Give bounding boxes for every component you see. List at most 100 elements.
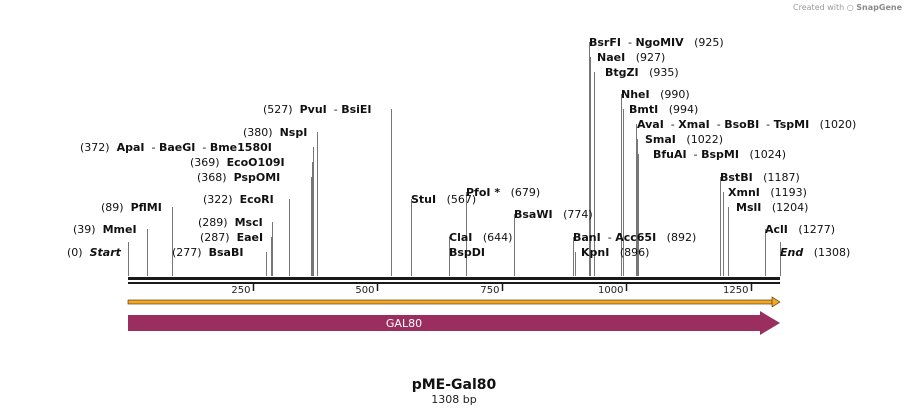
backbone-bottom-strand <box>128 282 780 284</box>
site-label: BsaWI (774) <box>514 208 593 221</box>
axis-tick-label: 750 <box>480 285 499 296</box>
site-label: BmtI (994) <box>629 103 698 116</box>
site-position: (322) <box>203 193 233 206</box>
site-labels: (0) Start(39) MmeI(89) PflMI(277) BsaBI(… <box>67 36 856 259</box>
site-enzyme-name: PspOMI <box>234 171 281 184</box>
site-label: NaeI (927) <box>597 51 665 64</box>
site-enzyme-name: NaeI <box>597 51 625 64</box>
site-enzyme-name: MscI <box>235 216 263 229</box>
site-enzyme-name: NgoMIV <box>635 36 684 49</box>
site-position: (774) <box>563 208 593 221</box>
site-label: PfoI * (679) <box>466 186 540 199</box>
feature-arrow[interactable] <box>128 311 780 335</box>
site-position: (1187) <box>763 171 800 184</box>
site-position: (527) <box>263 103 293 116</box>
site-label: BanI - Acc65I (892) <box>573 231 696 244</box>
site-label: BstBI (1187) <box>720 171 800 184</box>
orf-bar <box>127 299 775 305</box>
site-enzyme-name: PfoI * <box>466 186 500 199</box>
dna-backbone <box>128 277 780 284</box>
site-enzyme-name: EcoRI <box>240 193 274 206</box>
site-position: (1024) <box>749 148 786 161</box>
axis-tick-label: 1000 <box>598 285 623 296</box>
axis-tick-label: 250 <box>231 285 250 296</box>
site-label: (322) EcoRI <box>203 193 274 206</box>
snapgene-logo-icon: ○ <box>846 3 854 12</box>
site-label: AclI (1277) <box>765 223 835 236</box>
site-enzyme-name: NspI <box>280 126 308 139</box>
site-position: (927) <box>636 51 666 64</box>
site-label: (527) PvuI - BsiEI <box>263 103 372 116</box>
site-enzyme-name: XmaI <box>678 118 709 131</box>
site-enzyme-name: End <box>780 246 803 259</box>
site-enzyme-name: ClaI <box>449 231 472 244</box>
site-lines <box>128 42 781 276</box>
site-position: (1277) <box>798 223 835 236</box>
site-position: (1204) <box>772 201 809 214</box>
site-position: (896) <box>620 246 650 259</box>
site-enzyme-name: BsaBI <box>209 246 244 259</box>
site-position: (372) <box>80 141 110 154</box>
site-position: (990) <box>660 88 690 101</box>
site-position: (1193) <box>770 186 807 199</box>
site-position: (380) <box>243 126 273 139</box>
feature-label: GAL80 <box>386 317 422 330</box>
site-label: BsrFI - NgoMIV (925) <box>589 36 724 49</box>
site-label: ClaI (644) <box>449 231 512 244</box>
site-label: NheI (990) <box>621 88 690 101</box>
site-enzyme-name: BaeGI <box>159 141 195 154</box>
site-enzyme-name: StuI <box>411 193 436 206</box>
snapgene-credit: Created with ○ SnapGene <box>793 3 902 12</box>
credit-brand: SnapGene <box>856 3 902 12</box>
site-label: MslI (1204) <box>736 201 808 214</box>
site-enzyme-name: XmnI <box>728 186 760 199</box>
site-label: XmnI (1193) <box>728 186 807 199</box>
orf-arrowhead <box>771 296 781 308</box>
site-enzyme-name: PflMI <box>131 201 162 214</box>
site-enzyme-name: ApaI <box>117 141 145 154</box>
site-enzyme-name: BsoBI <box>724 118 759 131</box>
plasmid-name: pME-Gal80 <box>412 377 497 393</box>
site-enzyme-name: BsaWI <box>514 208 553 221</box>
site-enzyme-name: SmaI <box>645 133 676 146</box>
site-position: (1022) <box>686 133 723 146</box>
site-label: (89) PflMI <box>101 201 162 214</box>
axis-ticks: 250 500 750 1000 1250 <box>231 284 753 296</box>
site-enzyme-name: BsrFI <box>589 36 621 49</box>
site-enzyme-name: BstBI <box>720 171 753 184</box>
site-enzyme-name: BspMI <box>701 148 739 161</box>
site-position: (567) <box>447 193 477 206</box>
plasmid-size: 1308 bp <box>431 393 476 406</box>
site-enzyme-name: AvaI <box>637 118 664 131</box>
site-label: (380) NspI <box>243 126 307 139</box>
site-position: (1308) <box>814 246 851 259</box>
site-enzyme-name: Bme1580I <box>210 141 272 154</box>
orf-arrow <box>127 296 781 308</box>
site-enzyme-name: AclI <box>765 223 788 236</box>
site-enzyme-name: Acc65I <box>615 231 656 244</box>
site-enzyme-name: BfuAI <box>653 148 687 161</box>
site-enzyme-name: BspDI <box>449 246 485 259</box>
site-position: (892) <box>667 231 697 244</box>
site-position: (925) <box>694 36 724 49</box>
site-label: KpnI (896) <box>581 246 649 259</box>
site-enzyme-name: KpnI <box>581 246 609 259</box>
site-label: BfuAI - BspMI (1024) <box>653 148 786 161</box>
site-position: (1020) <box>820 118 857 131</box>
site-label: SmaI (1022) <box>645 133 723 146</box>
site-position: (935) <box>649 66 679 79</box>
site-position: (679) <box>511 186 541 199</box>
site-enzyme-name: NheI <box>621 88 650 101</box>
site-label: (369) EcoO109I <box>190 156 285 169</box>
axis-tick-label: 500 <box>355 285 374 296</box>
site-label: AvaI - XmaI - BsoBI - TspMI (1020) <box>637 118 856 131</box>
site-enzyme-name: BsiEI <box>341 103 371 116</box>
backbone-top-strand <box>128 277 780 280</box>
site-label: (277) BsaBI <box>172 246 243 259</box>
site-label: (0) Start <box>67 246 122 259</box>
site-label: (368) PspOMI <box>197 171 280 184</box>
site-enzyme-name: BmtI <box>629 103 658 116</box>
site-position: (289) <box>198 216 228 229</box>
site-enzyme-name: EaeI <box>237 231 264 244</box>
